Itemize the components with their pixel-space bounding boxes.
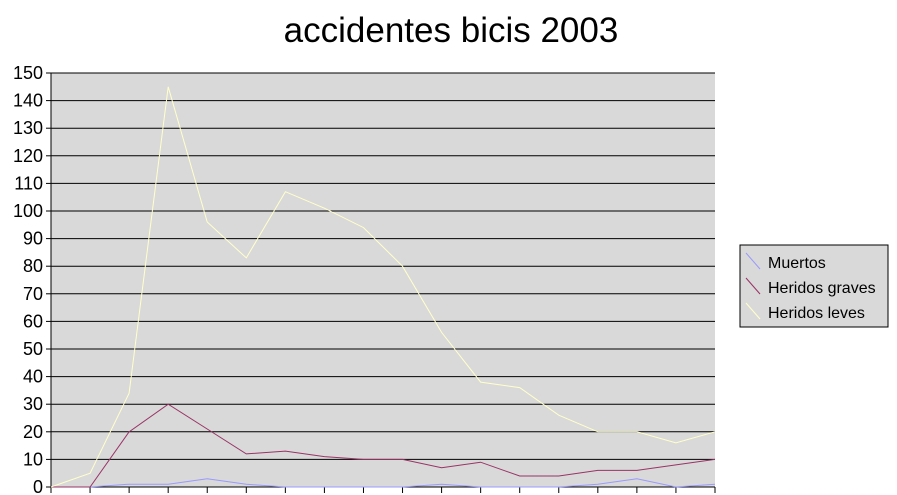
y-tick-label-80: 80 — [23, 256, 43, 276]
y-tick-label-40: 40 — [23, 367, 43, 387]
y-tick-label-130: 130 — [13, 118, 43, 138]
legend-swatch-1 — [745, 252, 761, 270]
chart-title: accidentes bicis 2003 — [284, 11, 619, 50]
y-tick-label-150: 150 — [13, 63, 43, 83]
legend-swatch-3 — [745, 302, 761, 320]
series-line-2 — [51, 403, 716, 488]
y-tick-label-60: 60 — [23, 311, 43, 331]
plot-area: 0 10 20 30 40 50 60 70 80 90 100 110 120 130 140 150 — [13, 63, 716, 495]
y-tick-label-0: 0 — [33, 477, 43, 495]
y-tick-label-70: 70 — [23, 284, 43, 304]
y-tick-label-10: 10 — [23, 449, 43, 469]
y-tick-label-20: 20 — [23, 422, 43, 442]
series-line-3 — [50, 86, 716, 488]
y-tick-label-110: 110 — [14, 173, 43, 193]
y-tick-label-50: 50 — [23, 339, 43, 359]
y-tick-label-90: 90 — [23, 229, 43, 249]
legend: Muertos Heridos graves Heridos leves — [739, 244, 889, 328]
y-tick-label-100: 100 — [13, 201, 43, 221]
legend-label-1: Muertos — [768, 255, 826, 272]
legend-swatch-2 — [745, 277, 761, 295]
plot-background — [51, 73, 715, 487]
series-line-1 — [51, 478, 716, 488]
y-tick-label-140: 140 — [13, 91, 43, 111]
legend-box — [739, 244, 889, 328]
legend-label-2: Heridos graves — [768, 280, 876, 297]
y-tick-label-120: 120 — [13, 146, 43, 166]
y-tick-label-30: 30 — [23, 394, 43, 414]
legend-label-3: Heridos leves — [768, 305, 865, 322]
